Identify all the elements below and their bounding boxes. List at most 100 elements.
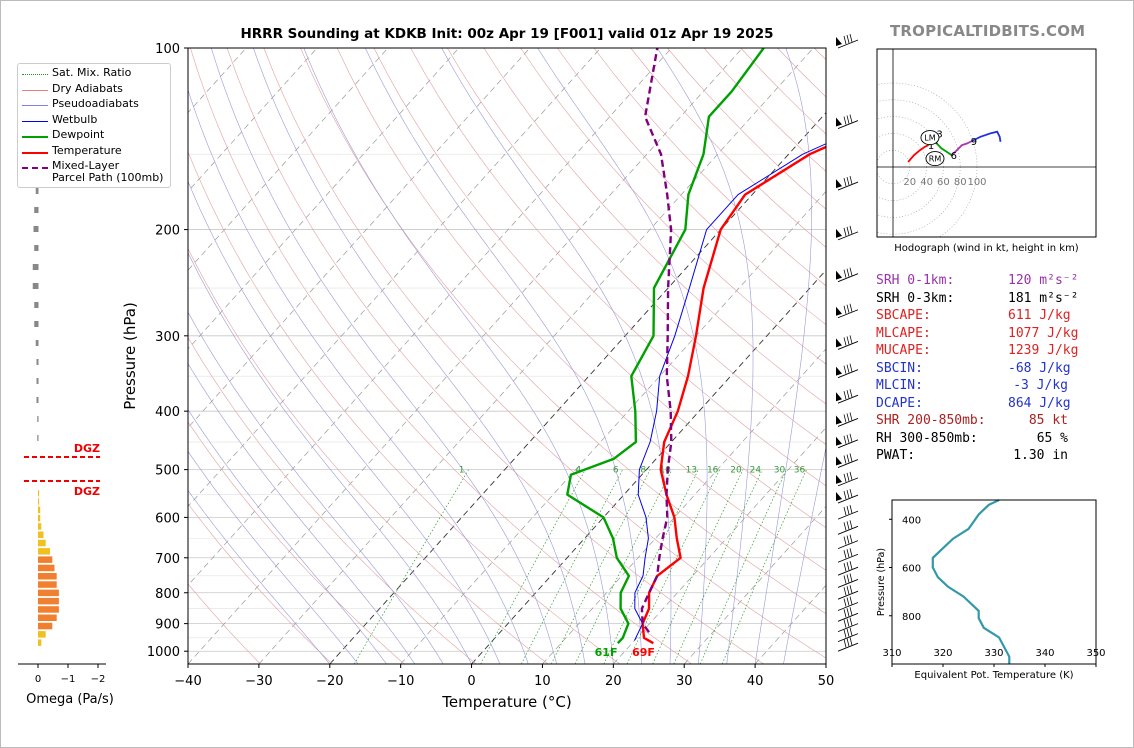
wind-barb bbox=[836, 175, 859, 191]
stat-row: SRH 0-3km: 181 m²s⁻² bbox=[876, 290, 1079, 308]
series-dewpoint bbox=[566, 48, 765, 645]
stat-label: MLCAPE: bbox=[876, 325, 931, 341]
isotherm-line bbox=[188, 48, 672, 586]
x-tick-label: 0 bbox=[467, 674, 475, 689]
hodograph-ring-label: 20 bbox=[903, 177, 916, 188]
wind-barb bbox=[836, 453, 859, 468]
omega-bar-downward bbox=[38, 506, 41, 514]
storm-motion-marker bbox=[920, 130, 940, 146]
wind-barb bbox=[836, 363, 859, 379]
wind-barb bbox=[836, 114, 859, 129]
dry-adiabat-line bbox=[190, 48, 692, 664]
omega-bar-downward bbox=[38, 631, 46, 638]
chart-title: HRRR Sounding at KDKB Init: 00z Apr 19 [… bbox=[240, 26, 774, 42]
x-axis-label: Temperature (°C) bbox=[441, 693, 571, 711]
hodograph-ring-label: 100 bbox=[967, 177, 986, 188]
stat-value: 864 J/kg bbox=[1008, 395, 1071, 411]
mixing-ratio-label: 8 bbox=[640, 465, 646, 475]
omega-bar-downward bbox=[38, 490, 40, 497]
stat-value: -3 J/kg bbox=[1013, 378, 1068, 393]
stat-label: SHR 200-850mb: bbox=[876, 413, 986, 428]
x-tick-label: −30 bbox=[245, 674, 272, 689]
pseudoadiabat-line bbox=[188, 252, 472, 664]
dry-adiabat-line bbox=[447, 48, 826, 446]
wind-barbs bbox=[836, 33, 859, 652]
stat-row: SHR 200-850mb: 85 kt bbox=[876, 412, 1068, 430]
mixing-ratio-label: 13 bbox=[686, 465, 697, 475]
omega-bar-upward bbox=[36, 359, 39, 365]
theta-e-x-tick-label: 340 bbox=[1035, 648, 1054, 659]
pseudoadiabat-line bbox=[365, 48, 642, 664]
omega-bar-downward bbox=[38, 539, 46, 547]
wind-barb bbox=[837, 627, 859, 643]
y-axis-label: Pressure (hPa) bbox=[121, 302, 139, 410]
y-tick-label: 400 bbox=[155, 405, 180, 420]
omega-bar-upward bbox=[35, 188, 39, 194]
hodograph: 2040608010012369LMRMHodograph (wind in k… bbox=[876, 48, 1097, 254]
mixing-ratio-line bbox=[574, 469, 673, 664]
stat-row: PWAT: 1.30 in bbox=[876, 447, 1068, 465]
omega-bar-upward bbox=[35, 340, 39, 346]
pseudoadiabat-line bbox=[188, 450, 359, 664]
mixing-ratio-label: 1 bbox=[459, 465, 465, 475]
pseudoadiabat-line bbox=[188, 88, 529, 664]
hodograph-caption: Hodograph (wind in kt, height in km) bbox=[894, 243, 1079, 254]
wind-barb bbox=[837, 585, 859, 600]
dry-adiabat-line bbox=[226, 48, 764, 664]
omega-bar-downward bbox=[38, 606, 59, 613]
omega-tick-label: −1 bbox=[61, 674, 76, 685]
isotherm-line bbox=[188, 48, 318, 192]
isotherm-line bbox=[188, 48, 601, 507]
pseudoadiabat-line bbox=[188, 180, 501, 664]
mixing-ratio-line bbox=[673, 469, 763, 664]
dry-adiabat-line bbox=[483, 48, 826, 405]
omega-bar-downward bbox=[38, 581, 57, 588]
mixing-ratio-line bbox=[603, 469, 699, 664]
stat-row: SBCIN: -68 J/kg bbox=[876, 360, 1071, 378]
legend-label: Dewpoint bbox=[52, 128, 105, 141]
isotherm-line bbox=[188, 48, 389, 271]
hodograph-height-label: 3 bbox=[936, 129, 942, 140]
hodograph-height-label: 9 bbox=[971, 137, 977, 148]
mixing-ratio-label: 30 bbox=[774, 465, 786, 475]
series-wetbulb bbox=[634, 143, 826, 641]
mixing-ratio-label: 20 bbox=[730, 465, 742, 475]
x-tick-label: −20 bbox=[316, 674, 343, 689]
isotherm-line bbox=[329, 111, 826, 664]
wind-barb bbox=[836, 335, 859, 350]
stat-label: SBCAPE: bbox=[876, 308, 931, 323]
stats-panel: SRH 0-1km: 120 m²s⁻² SRH 0-3km: 181 m²s⁻² SB… bbox=[876, 272, 1079, 465]
dry-adiabat-line bbox=[188, 503, 333, 664]
omega-tick-label: 0 bbox=[35, 674, 41, 685]
stat-value: 1239 J/kg bbox=[1008, 343, 1079, 358]
theta-e-y-tick-label: 800 bbox=[902, 612, 921, 623]
pseudoadiabat-line bbox=[303, 48, 614, 664]
dry-adiabat-line bbox=[300, 48, 826, 615]
stat-row: MUCAPE: 1239 J/kg bbox=[876, 342, 1079, 360]
pseudoadiabat-line bbox=[754, 48, 812, 664]
y-tick-label: 1000 bbox=[147, 645, 180, 660]
mixing-ratio-label: 4 bbox=[576, 465, 582, 475]
omega-bar-upward bbox=[36, 378, 39, 384]
stat-row: MLCAPE: 1077 J/kg bbox=[876, 325, 1078, 343]
pseudoadiabat-line bbox=[783, 445, 826, 664]
omega-bar-downward bbox=[38, 548, 51, 555]
legend-swatch bbox=[22, 120, 48, 122]
omega-bar-downward bbox=[38, 589, 59, 597]
dry-adiabat-line bbox=[373, 48, 826, 529]
omega-bar-upward bbox=[32, 283, 39, 289]
omega-bar-upward bbox=[36, 397, 39, 403]
legend-swatch bbox=[22, 151, 48, 154]
omega-bar-downward bbox=[38, 639, 42, 646]
wind-barb bbox=[836, 412, 859, 427]
x-tick-label: −40 bbox=[174, 674, 201, 689]
plot-frame bbox=[187, 47, 827, 665]
x-tick-label: −10 bbox=[387, 674, 414, 689]
omega-bar-upward bbox=[34, 302, 39, 308]
wind-barb bbox=[837, 617, 859, 633]
wind-barb bbox=[836, 433, 859, 449]
y-tick-label: 900 bbox=[155, 618, 180, 633]
stat-value: 181 m²s⁻² bbox=[1008, 290, 1079, 306]
omega-panel: DGZ DGZ 0 −1 −2 Omega (Pa/s) bbox=[18, 150, 114, 707]
hodograph-frame bbox=[876, 48, 1097, 238]
